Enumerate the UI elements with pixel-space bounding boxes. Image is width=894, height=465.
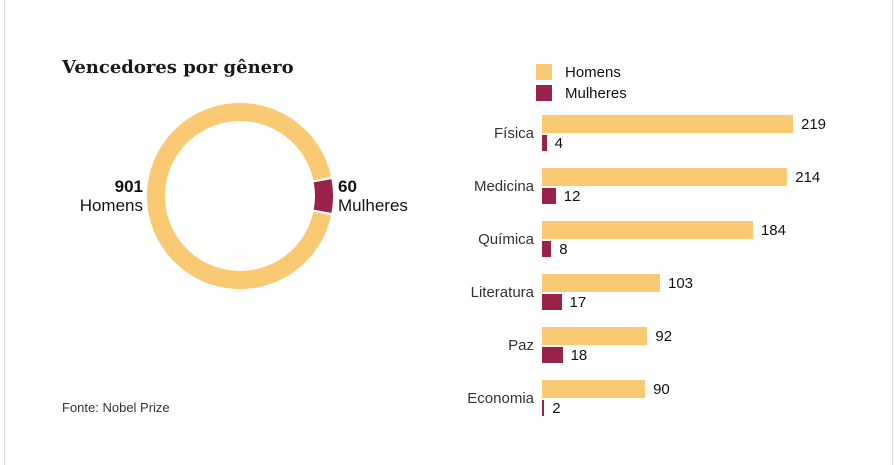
bar-chart: Física 219 4 Medicina 214 12 Química [458,115,894,433]
category-label: Física [493,124,534,142]
bar-group-medicina: Medicina 214 12 [458,168,894,205]
mulheres-value-label: 12 [563,187,581,205]
homens-value-label: 103 [668,274,694,292]
homens-value-label: 184 [760,221,786,239]
bar-group-economia: Economia 90 2 [458,380,894,417]
donut-homens-label: 901 Homens [43,177,143,215]
mulheres-bar [542,135,547,151]
chart-legend: Homens Mulheres [536,62,627,104]
source-note: Fonte: Nobel Prize [62,400,170,415]
homens-value-label: 219 [801,115,827,133]
mulheres-bar [542,400,545,416]
category-label: Medicina [473,177,534,195]
mulheres-value-label: 2 [552,399,561,417]
bar-group-fisica: Física 219 4 [458,115,894,152]
homens-value-label: 90 [653,380,670,398]
homens-bar [542,274,660,292]
legend-label: Mulheres [565,84,627,102]
mulheres-name: Mulheres [338,196,408,215]
mulheres-value-label: 18 [570,346,588,364]
page-title: Vencedores por gênero [62,57,294,78]
category-label: Paz [508,336,534,354]
mulheres-bar [542,241,552,257]
legend-label: Homens [565,63,621,81]
homens-value-label: 92 [655,327,673,345]
mulheres-count: 60 [338,177,357,196]
right-border-line [892,0,893,465]
mulheres-value-label: 17 [569,293,587,311]
mulheres-bar [542,188,556,204]
left-border-line [4,0,5,465]
bar-group-paz: Paz 92 18 [458,327,894,364]
category-label: Economia [467,389,534,407]
mulheres-swatch-icon [536,85,552,101]
homens-bar [542,221,753,239]
homens-bar [542,168,788,186]
homens-bar [542,327,648,345]
bar-group-quimica: Química 184 8 [458,221,894,258]
donut-chart [147,103,333,289]
legend-item-mulheres: Mulheres [536,83,627,103]
homens-count: 901 [114,177,143,196]
legend-item-homens: Homens [536,62,627,82]
homens-swatch-icon [536,64,552,80]
donut-mulheres-label: 60 Mulheres [338,177,448,215]
category-label: Química [478,230,534,248]
donut-homens-arc [147,103,331,289]
mulheres-bar [542,294,562,310]
bar-group-literatura: Literatura 103 17 [458,274,894,311]
mulheres-bar [542,347,563,363]
homens-name: Homens [79,196,143,215]
category-label: Literatura [470,283,534,301]
homens-bar [542,380,646,398]
donut-mulheres-arc [313,179,333,213]
mulheres-value-label: 4 [554,134,563,152]
homens-bar [542,115,793,133]
mulheres-value-label: 8 [559,240,568,258]
homens-value-label: 214 [795,168,821,186]
